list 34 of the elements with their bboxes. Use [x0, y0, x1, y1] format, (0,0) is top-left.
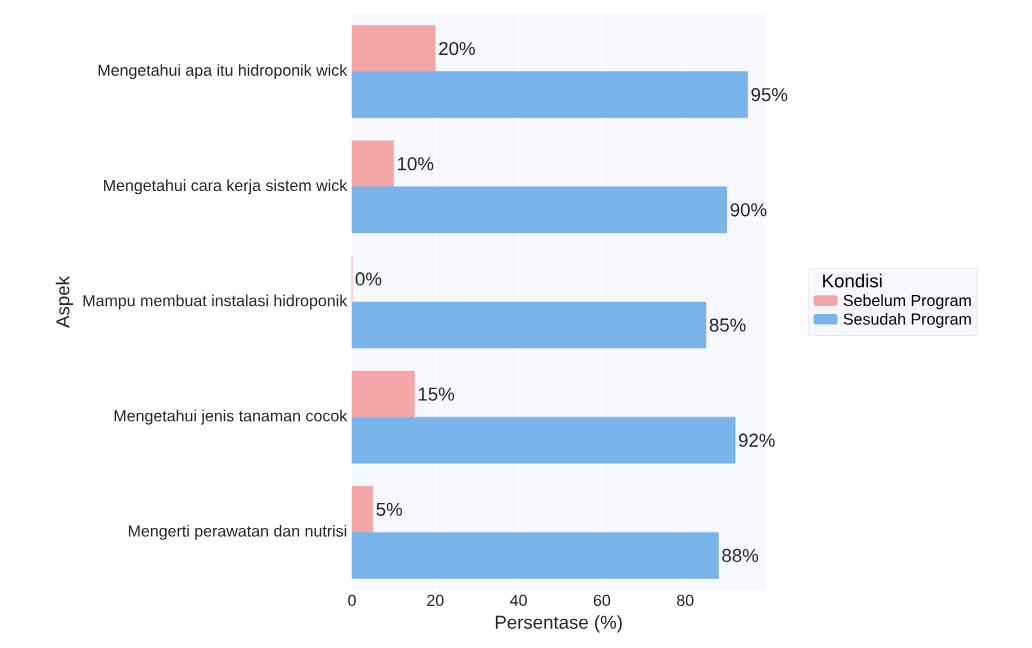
- data-label: 95%: [751, 88, 788, 102]
- bar: [351, 25, 436, 72]
- bar: [351, 370, 415, 418]
- y-tick-label: Mengetahui apa itu hidroponik wick: [98, 64, 348, 80]
- data-label: 88%: [722, 548, 759, 563]
- y-tick-label: Mengetahui jenis tanaman cocok: [114, 409, 348, 425]
- legend-label: Sesudah Program: [843, 313, 971, 328]
- y-tick-label: Mengerti perawatan dan nutrisi: [128, 524, 347, 540]
- y-tick-label: Mampu membuat instalasi hidroponik: [83, 294, 348, 310]
- x-tick-label: 40: [510, 594, 527, 607]
- data-label: 10%: [398, 157, 434, 171]
- data-label: 85%: [709, 318, 746, 332]
- bar: [351, 71, 748, 118]
- y-axis-title: Aspek: [55, 276, 74, 328]
- data-label: 90%: [730, 203, 767, 217]
- bar: [351, 486, 374, 533]
- data-label: 5%: [376, 502, 403, 516]
- data-label: 0%: [355, 272, 382, 286]
- legend-label: Sebelum Program: [843, 294, 971, 310]
- data-label: 92%: [738, 433, 775, 447]
- data-label: 15%: [418, 387, 455, 401]
- x-tick-label: 0: [348, 594, 356, 607]
- bar: [351, 532, 719, 579]
- x-tick-label: 20: [427, 594, 444, 607]
- y-tick-label: Mengetahui cara kerja sistem wick: [104, 179, 348, 195]
- data-label: 20%: [439, 41, 475, 56]
- x-axis-title: Persentase (%): [495, 615, 622, 633]
- legend-title: Kondisi: [823, 273, 882, 288]
- bar: [351, 416, 736, 464]
- bar: [351, 186, 728, 234]
- bar: [351, 301, 707, 349]
- x-tick-label: 60: [593, 594, 611, 607]
- x-tick-label: 80: [676, 594, 694, 607]
- bar: [351, 140, 394, 188]
